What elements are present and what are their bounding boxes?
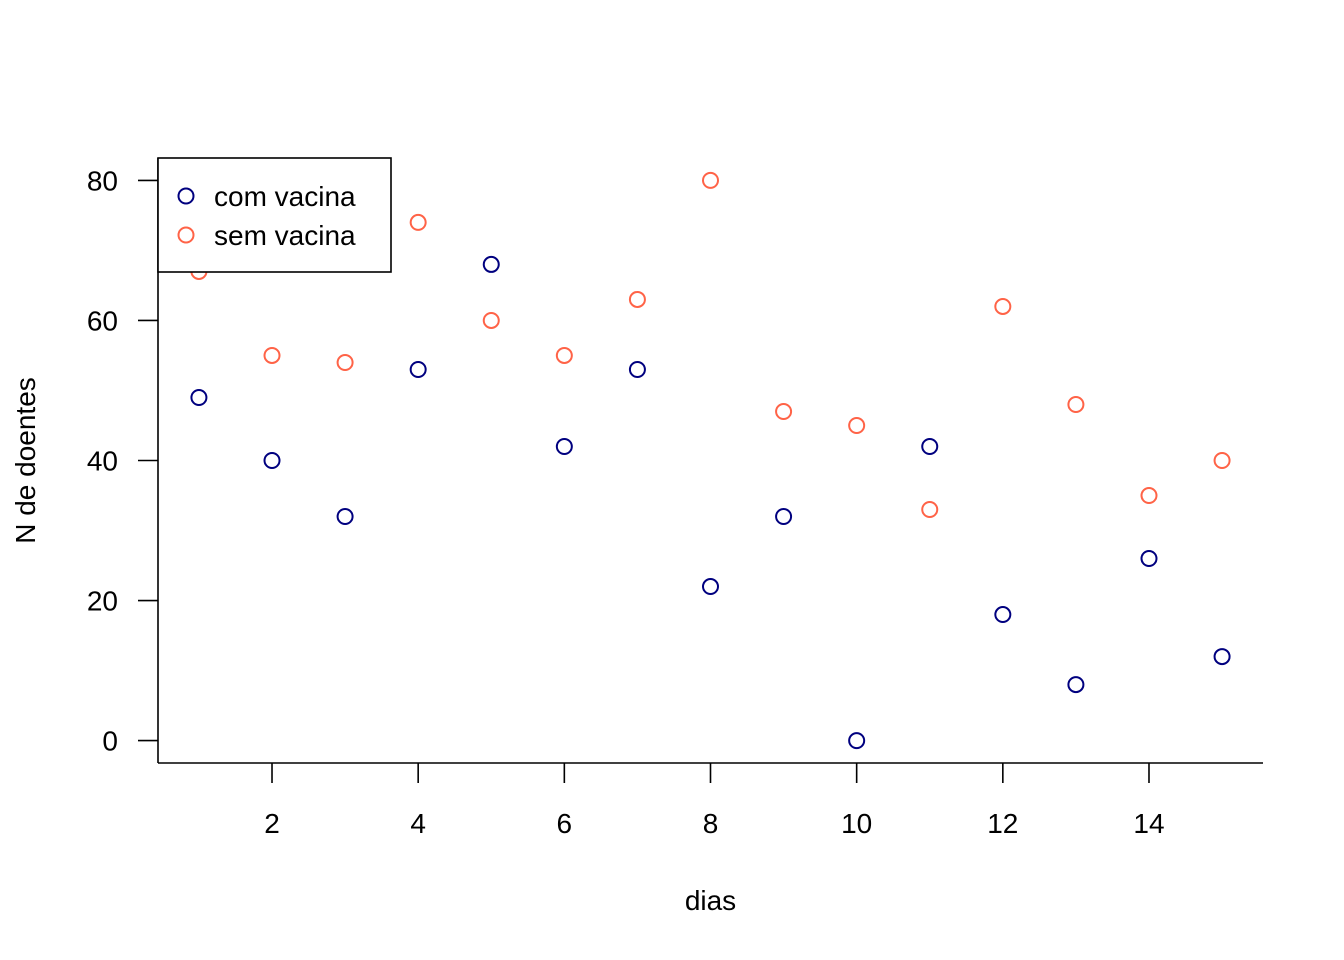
legend: com vacina sem vacina	[157, 157, 392, 273]
data-point	[555, 437, 573, 455]
data-point	[775, 402, 793, 420]
axes: 2 4 6 8 10 12 14 0 20 40 60 80 dias N de doentes	[10, 158, 1263, 916]
y-axis-title: N de doentes	[10, 377, 41, 544]
x-tick-label: 2	[264, 808, 280, 839]
y-tick-label: 80	[87, 165, 118, 196]
y-tick-label: 0	[102, 726, 118, 757]
data-point	[848, 416, 866, 434]
data-point	[263, 346, 281, 364]
data-point	[848, 732, 866, 750]
plot-area	[190, 171, 1231, 750]
series-com-vacina	[190, 255, 1231, 750]
x-tick-label: 12	[987, 808, 1018, 839]
data-point	[921, 501, 939, 519]
y-tick-label: 60	[87, 305, 118, 336]
legend-marker-sem-vacina	[177, 226, 195, 244]
data-point	[628, 290, 646, 308]
data-point	[1213, 452, 1231, 469]
data-point	[555, 346, 573, 364]
x-tick-label: 14	[1133, 808, 1164, 839]
data-point	[1067, 395, 1085, 413]
data-point	[336, 353, 354, 371]
x-tick-label: 10	[841, 808, 872, 839]
data-point	[628, 360, 646, 378]
y-tick-label: 40	[87, 446, 118, 477]
series-sem-vacina	[190, 171, 1231, 519]
data-point	[775, 508, 793, 526]
data-point	[482, 255, 500, 273]
data-point	[921, 437, 939, 455]
data-point	[409, 213, 427, 231]
legend-label-sem-vacina: sem vacina	[214, 220, 356, 251]
data-point	[190, 388, 208, 406]
data-point	[702, 171, 719, 189]
x-axis-title: dias	[685, 885, 736, 916]
legend-box	[157, 157, 392, 273]
data-point	[994, 606, 1012, 624]
data-point	[1140, 487, 1158, 505]
legend-marker-com-vacina	[177, 187, 195, 205]
data-point	[1067, 676, 1085, 694]
x-axis: 2 4 6 8 10 12 14	[158, 762, 1263, 839]
data-point	[702, 578, 719, 596]
x-tick-label: 6	[557, 808, 573, 839]
data-point	[994, 297, 1012, 315]
legend-label-com-vacina: com vacina	[214, 181, 356, 212]
data-point	[409, 360, 427, 378]
data-point	[1213, 648, 1231, 666]
data-point	[263, 452, 281, 469]
x-tick-label: 4	[410, 808, 426, 839]
data-point	[336, 508, 354, 526]
data-point	[1140, 550, 1158, 568]
y-axis: 0 20 40 60 80	[87, 158, 159, 763]
y-tick-label: 20	[87, 586, 118, 617]
x-tick-label: 8	[703, 808, 719, 839]
data-point	[482, 311, 500, 329]
